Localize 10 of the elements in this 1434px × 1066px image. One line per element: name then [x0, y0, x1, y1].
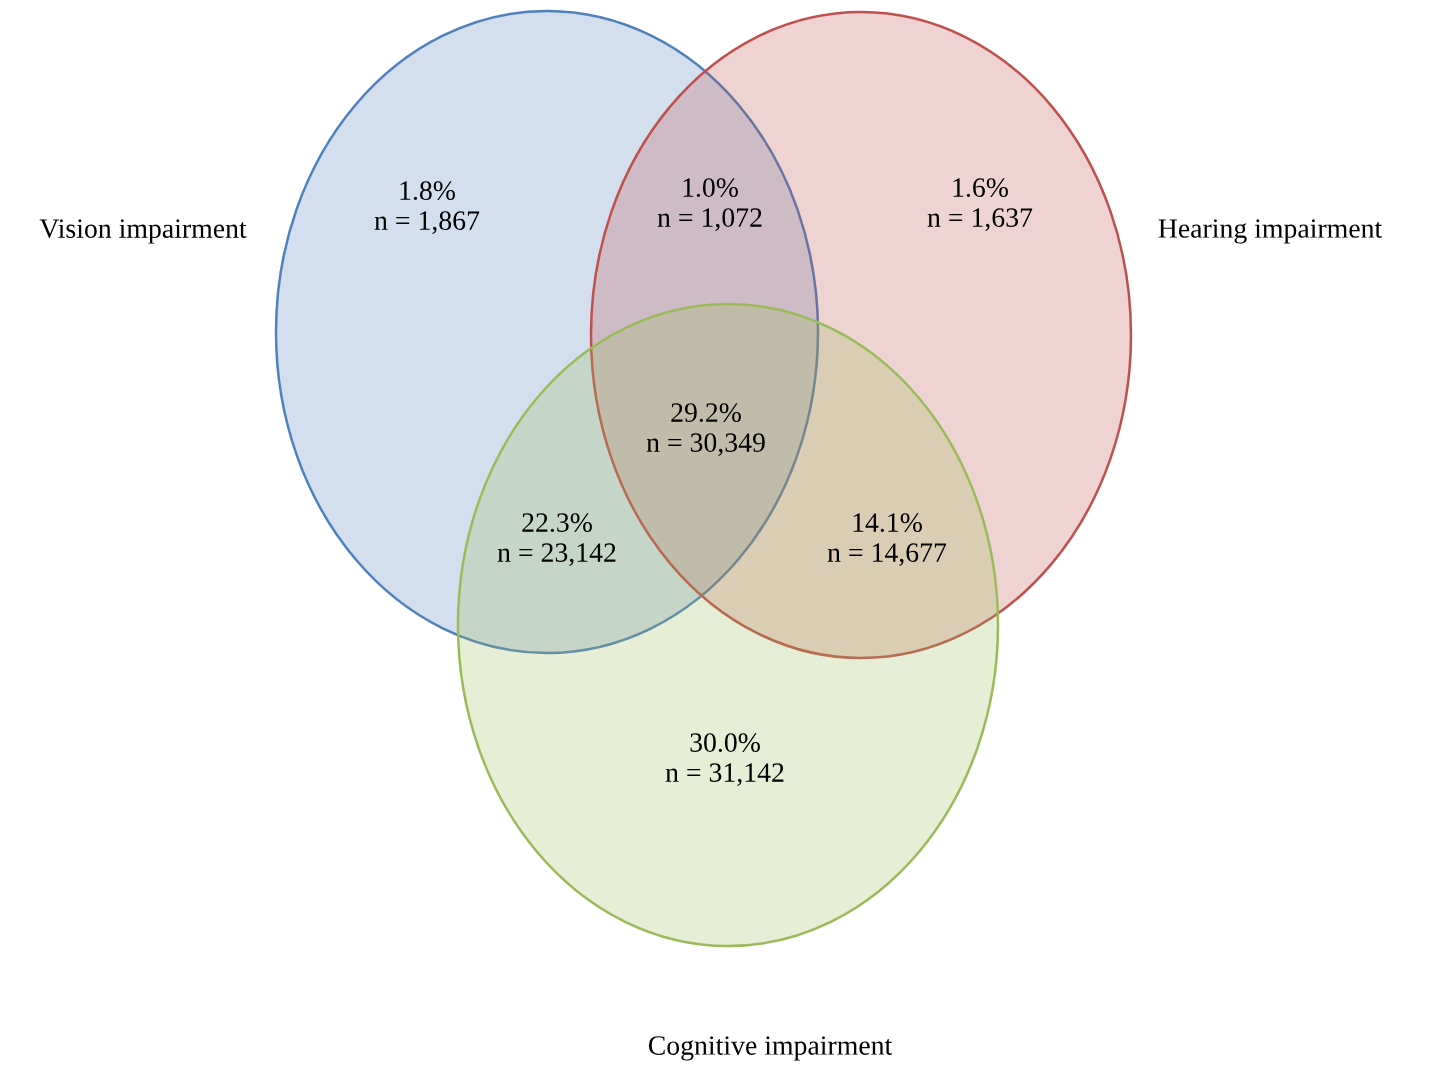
data-label: 1.6% n = 1,637 [927, 178, 1033, 231]
data-label: 30.0% n = 31,142 [665, 733, 784, 786]
data-label: 29.2% n = 30,349 [646, 403, 765, 456]
text: Hearing impairment [1158, 219, 1383, 244]
text: Cognitive impairment [648, 1036, 893, 1061]
data-label: 22.3% n = 23,142 [497, 513, 616, 566]
data-label: 14.1% n = 14,677 [827, 513, 947, 566]
text: Vision impairment [39, 219, 247, 244]
data-label: 1.8% n = 1,867 [374, 181, 480, 234]
data-label: 1.0% n = 1,072 [657, 178, 762, 231]
